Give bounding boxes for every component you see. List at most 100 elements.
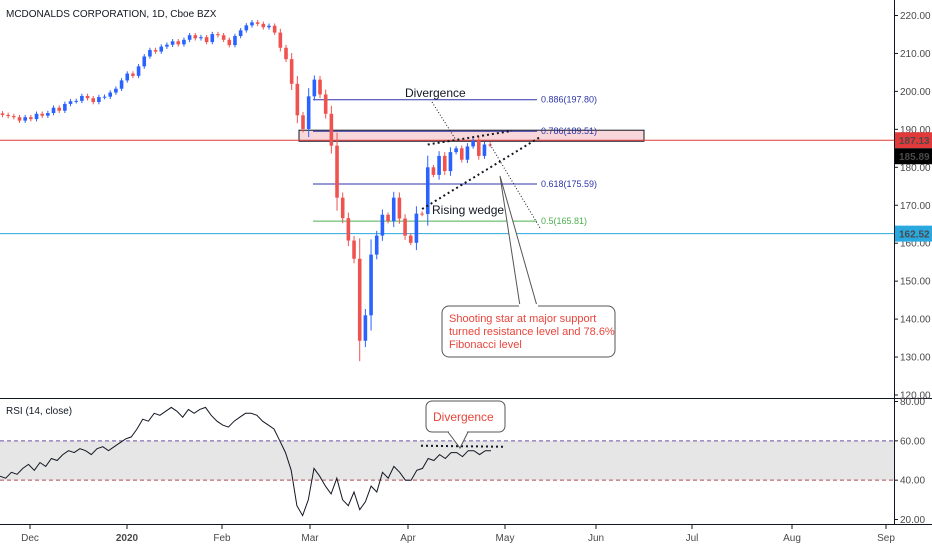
price-axis-label: 140.00 xyxy=(900,315,931,326)
candle-body xyxy=(142,56,147,67)
candle-body xyxy=(437,155,441,175)
candle-body xyxy=(238,30,243,36)
candle-body xyxy=(182,39,186,45)
candle-body xyxy=(448,152,453,172)
candle-body xyxy=(187,35,192,40)
price-tag xyxy=(895,148,932,165)
candle-body xyxy=(267,25,271,28)
time-axis-label: Jun xyxy=(588,533,604,544)
rsi-divergence-line xyxy=(420,444,504,448)
candle-body xyxy=(91,98,96,103)
fibonacci-levels-layer: 0.886(197.80) 0.786(189.51) 0.618(175.59) 0… xyxy=(313,95,597,226)
candle-body xyxy=(301,115,305,129)
time-axis-label: Sep xyxy=(877,533,895,544)
candle-body xyxy=(442,155,447,172)
candle-body xyxy=(425,167,430,214)
candle-body xyxy=(136,66,141,76)
candle-body xyxy=(193,35,198,39)
candle-body xyxy=(85,95,90,99)
candle-body xyxy=(204,37,209,43)
note-line-1: Shooting star at major support xyxy=(449,313,596,325)
candle-body xyxy=(68,101,73,104)
candle-body xyxy=(165,44,169,47)
candle-body xyxy=(114,88,118,93)
candle-body xyxy=(323,94,328,114)
candle-body xyxy=(63,103,67,111)
candle-body xyxy=(244,25,249,31)
candle-body xyxy=(397,197,402,219)
time-axis-label: Dec xyxy=(21,533,39,544)
candle-body xyxy=(153,50,158,52)
wedge-upper-line xyxy=(427,129,513,146)
rsi-line-layer xyxy=(0,406,504,517)
rsi-axis-label: 60.00 xyxy=(900,436,925,447)
rsi-axis-label: 20.00 xyxy=(900,515,925,526)
candle-body xyxy=(465,146,470,160)
candle-body xyxy=(108,92,113,97)
candle-body xyxy=(80,95,84,101)
price-axis-label: 160.00 xyxy=(900,239,931,250)
candle-body xyxy=(97,97,101,103)
candle-body xyxy=(272,25,277,33)
price-tag xyxy=(895,132,932,149)
candle-body xyxy=(346,218,351,241)
candle-body xyxy=(233,35,237,46)
candle-body xyxy=(221,35,226,40)
price-axis: 220.00 210.00 200.00 190.00 180.00 170.00 160.… xyxy=(894,11,931,402)
candle-body xyxy=(414,213,419,243)
candle-body xyxy=(482,144,487,156)
price-tag-label: 162.52 xyxy=(899,230,930,241)
candle-body xyxy=(12,116,16,118)
candle-body xyxy=(471,140,475,147)
divergence-pointer-line xyxy=(431,101,456,139)
candle-body xyxy=(454,148,458,153)
candle-body xyxy=(476,140,481,156)
rsi-axis: 80.00 60.00 40.00 20.00 xyxy=(894,397,925,526)
fib-level-label: 0.786(189.51) xyxy=(541,126,597,136)
rsi-band xyxy=(0,440,894,481)
rsi-series-line xyxy=(0,406,491,517)
candle-body xyxy=(312,79,317,97)
candle-body xyxy=(255,22,260,24)
time-axis-label: 2020 xyxy=(116,533,139,544)
time-axis-label: Mar xyxy=(301,533,319,544)
candle-body xyxy=(6,114,10,117)
candle-body xyxy=(170,41,175,45)
time-axis-label: Jul xyxy=(686,533,699,544)
price-axis-label: 220.00 xyxy=(900,11,931,22)
candle-body xyxy=(278,32,283,48)
candle-body xyxy=(431,167,436,175)
price-tag xyxy=(895,225,932,242)
price-axis-label: 120.00 xyxy=(900,391,931,402)
rsi-band-layer xyxy=(0,440,894,481)
candle-body xyxy=(284,47,288,60)
candle-body xyxy=(340,197,345,219)
candle-body xyxy=(306,96,311,129)
candle-body xyxy=(352,240,356,259)
price-axis-label: 180.00 xyxy=(900,163,931,174)
candle-body xyxy=(386,214,390,222)
candle-body xyxy=(74,100,79,102)
candle-body xyxy=(210,34,215,43)
candle-body xyxy=(403,218,407,236)
time-axis-label: Apr xyxy=(400,533,416,544)
candle-body xyxy=(380,214,385,236)
price-axis-label: 150.00 xyxy=(900,277,931,288)
candle-body xyxy=(227,39,232,46)
candle-body xyxy=(102,96,107,98)
rising-wedge-annotation: Rising wedge xyxy=(432,203,504,217)
price-tag-label: 185.89 xyxy=(899,152,930,163)
candle-body xyxy=(17,117,22,121)
note-callout: Shooting star at major support turned re… xyxy=(441,175,616,358)
price-axis-label: 210.00 xyxy=(900,49,931,60)
rising-wedge-layer xyxy=(421,101,542,230)
rsi-divergence-callout: Divergence xyxy=(425,400,506,449)
candle-body xyxy=(391,197,396,222)
candle-body xyxy=(34,113,39,120)
horizontal-lines-layer xyxy=(0,139,894,235)
price-axis-label: 130.00 xyxy=(900,353,931,364)
candle-body xyxy=(329,113,334,146)
note-line-3: Fibonacci level xyxy=(449,339,522,351)
price-tag-label: 187.13 xyxy=(899,136,930,147)
price-axis-label: 170.00 xyxy=(900,201,931,212)
